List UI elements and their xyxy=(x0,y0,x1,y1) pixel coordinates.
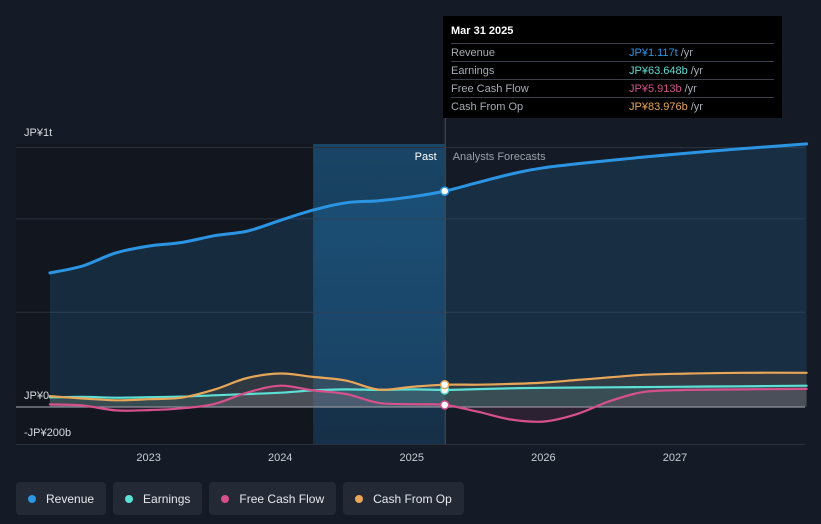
legend-dot-icon xyxy=(125,494,134,503)
tooltip-value: JP¥1.117t xyxy=(629,46,678,59)
x-tick-label: 2027 xyxy=(663,452,687,464)
legend-label: Revenue xyxy=(46,491,95,506)
legend-item-free-cash-flow[interactable]: Free Cash Flow xyxy=(209,482,337,515)
data-tooltip: Mar 31 2025 Revenue JP¥1.117t /yr Earnin… xyxy=(443,16,782,118)
tooltip-unit: /yr xyxy=(690,100,703,113)
y-tick-label: JP¥0 xyxy=(24,390,49,402)
forecast-label: Analysts Forecasts xyxy=(453,151,546,163)
divider-marker-cash-from-op xyxy=(439,379,450,390)
y-tick-label: -JP¥200b xyxy=(24,427,71,439)
legend-item-revenue[interactable]: Revenue xyxy=(16,482,107,515)
tooltip-row-free-cash-flow: Free Cash Flow JP¥5.913b /yr xyxy=(451,79,774,97)
x-tick-label: 2023 xyxy=(136,452,160,464)
tooltip-row-earnings: Earnings JP¥63.648b /yr xyxy=(451,61,774,79)
series-line-revenue xyxy=(48,142,809,275)
divider-marker-free-cash-flow xyxy=(439,400,450,410)
legend-label: Free Cash Flow xyxy=(239,491,325,506)
x-tick-label: 2025 xyxy=(400,452,424,464)
tooltip-unit: /yr xyxy=(684,82,697,95)
legend-dot-icon xyxy=(221,494,230,503)
series-area-earnings xyxy=(49,385,807,407)
x-tick-label: 2026 xyxy=(531,452,555,464)
legend-label: Earnings xyxy=(143,491,191,506)
series-area-revenue xyxy=(49,143,807,407)
legend-dot-icon xyxy=(355,494,364,503)
divider-marker-revenue xyxy=(439,186,450,196)
tooltip-value: JP¥83.976b xyxy=(629,100,688,113)
tooltip-unit: /yr xyxy=(680,46,693,59)
chart-legend: Revenue Earnings Free Cash Flow Cash Fro… xyxy=(16,482,464,515)
series-line-free-cash-flow xyxy=(48,384,808,423)
series-area-free-cash-flow xyxy=(49,385,807,422)
tooltip-row-revenue: Revenue JP¥1.117t /yr xyxy=(451,43,774,61)
tooltip-label: Cash From Op xyxy=(451,100,524,113)
tooltip-unit: /yr xyxy=(690,64,703,77)
tooltip-row-cash-from-op: Cash From Op JP¥83.976b /yr xyxy=(451,97,774,115)
tooltip-value: JP¥63.648b xyxy=(629,64,688,77)
x-tick-label: 2024 xyxy=(268,452,292,464)
legend-item-earnings[interactable]: Earnings xyxy=(113,482,203,515)
y-tick-label: JP¥1t xyxy=(24,127,52,139)
legend-label: Cash From Op xyxy=(373,491,452,506)
series-line-cash-from-op xyxy=(48,371,808,402)
tooltip-date: Mar 31 2025 xyxy=(451,25,514,37)
tooltip-label: Revenue xyxy=(451,46,496,59)
past-label: Past xyxy=(415,151,437,163)
tooltip-label: Earnings xyxy=(451,64,495,77)
tooltip-value: JP¥5.913b xyxy=(629,82,682,95)
legend-item-cash-from-op[interactable]: Cash From Op xyxy=(343,482,464,515)
legend-dot-icon xyxy=(28,494,36,503)
tooltip-label: Free Cash Flow xyxy=(451,82,529,95)
series-line-earnings xyxy=(48,384,808,399)
